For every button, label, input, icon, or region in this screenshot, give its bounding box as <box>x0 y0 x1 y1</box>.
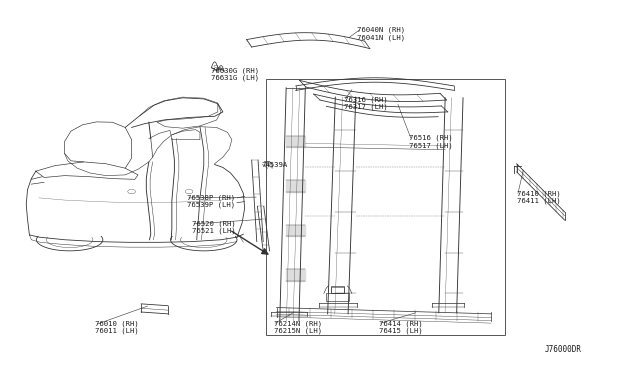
Text: 74539A: 74539A <box>261 162 287 168</box>
Text: 76410 (RH)
76411 (LH): 76410 (RH) 76411 (LH) <box>516 190 561 205</box>
Bar <box>286 180 305 192</box>
Text: 76316 (RH)
76317 (LH): 76316 (RH) 76317 (LH) <box>344 96 388 110</box>
Text: J76000DR: J76000DR <box>545 344 582 353</box>
Bar <box>266 78 505 335</box>
Text: 76214N (RH)
76215N (LH): 76214N (RH) 76215N (LH) <box>274 320 322 334</box>
Text: 76414 (RH)
76415 (LH): 76414 (RH) 76415 (LH) <box>380 320 423 334</box>
Bar <box>286 136 305 147</box>
Text: 76538P (RH)
76539P (LH): 76538P (RH) 76539P (LH) <box>187 194 236 208</box>
Text: 76520 (RH)
76521 (LH): 76520 (RH) 76521 (LH) <box>192 220 236 234</box>
Text: 76010 (RH)
76011 (LH): 76010 (RH) 76011 (LH) <box>95 320 139 334</box>
Bar <box>286 225 305 236</box>
Text: 76516 (RH)
76517 (LH): 76516 (RH) 76517 (LH) <box>410 135 453 149</box>
Bar <box>332 287 344 294</box>
Bar <box>286 269 305 280</box>
Text: 76630G (RH)
76631G (LH): 76630G (RH) 76631G (LH) <box>211 67 260 81</box>
Bar <box>332 286 344 294</box>
Bar <box>326 294 349 301</box>
Text: 76040N (RH)
76041N (LH): 76040N (RH) 76041N (LH) <box>357 27 405 41</box>
